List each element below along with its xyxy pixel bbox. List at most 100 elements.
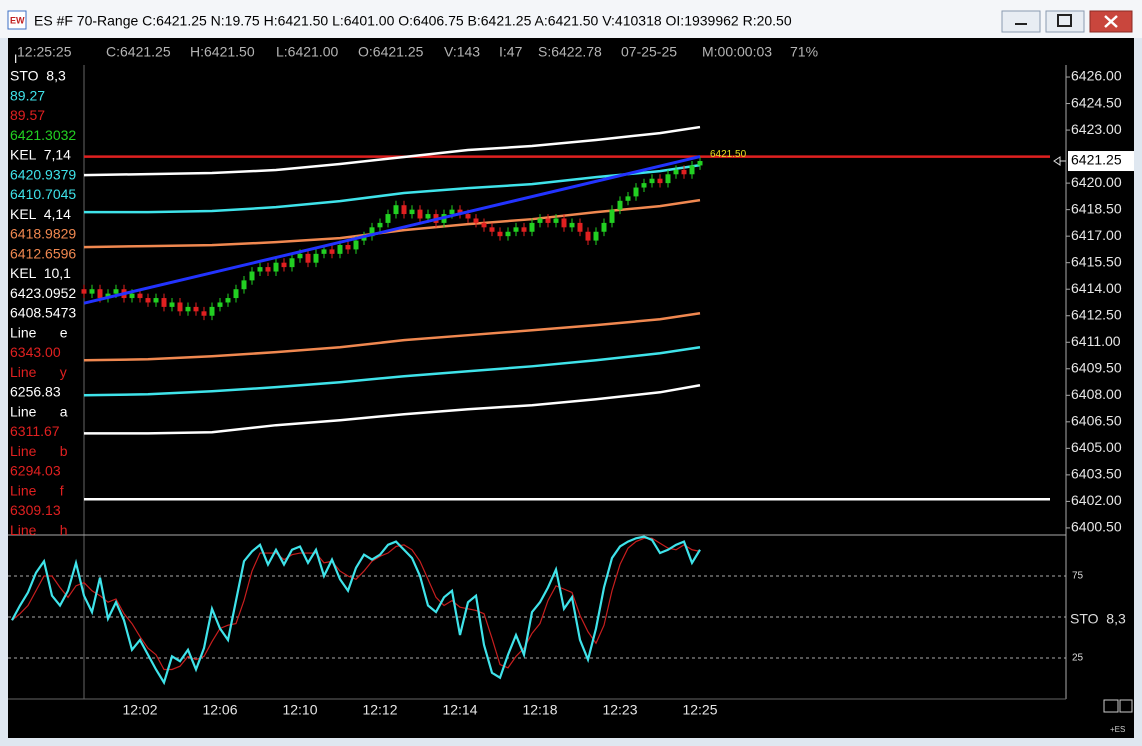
candle-body — [369, 227, 375, 237]
candle-body — [641, 183, 647, 188]
candle-body — [553, 218, 559, 223]
candle-body — [185, 306, 191, 312]
x-tick-label: 12:12 — [362, 702, 397, 718]
indicator-label: 89.27 — [10, 87, 45, 103]
candle-body — [105, 293, 111, 299]
x-tick-label: 12:14 — [442, 702, 477, 718]
candle-body — [569, 222, 575, 228]
candle-body — [297, 253, 303, 259]
indicator-panel: STO 8,3 89.27 89.57 6421.3032 KEL 7,14 6420.9… — [10, 68, 76, 535]
horizontal-line-label: 6421.50 — [710, 149, 747, 160]
indicator-label: Line a — [10, 403, 68, 419]
indicator-label: Line f — [10, 482, 64, 498]
y-tick-label: 75 — [1072, 571, 1084, 582]
candle-body — [241, 280, 247, 290]
x-tick-label: 12:25 — [682, 702, 717, 718]
candle-body — [409, 209, 415, 215]
indicator-label: Line y — [10, 364, 67, 380]
candle-body — [449, 209, 455, 215]
candle-body — [217, 302, 223, 307]
candle-body — [137, 293, 143, 299]
title-bar — [0, 0, 1142, 38]
stochastic-line — [11, 535, 701, 686]
y-tick-label: 6402.00 — [1071, 492, 1122, 508]
candle-body — [689, 165, 695, 175]
candle-body — [305, 253, 311, 263]
info-field: M:00:00:03 — [702, 44, 772, 60]
x-tick-label: 12:18 — [522, 702, 557, 718]
candle-body — [577, 222, 583, 232]
candle-body — [505, 231, 511, 237]
y-tick-label: 6408.00 — [1071, 386, 1122, 402]
keltner-band — [84, 383, 701, 435]
maximize-button[interactable] — [1045, 10, 1085, 33]
candle-body — [537, 218, 543, 223]
candle-body — [273, 262, 279, 272]
candle-body — [113, 289, 119, 294]
keltner-band — [83, 312, 701, 362]
info-field: 71% — [790, 44, 818, 60]
last-price-box — [1068, 151, 1134, 172]
scroll-box[interactable] — [1119, 699, 1133, 713]
candle-body — [281, 262, 287, 268]
indicator-label: Line e — [10, 324, 68, 340]
candle-body — [657, 178, 663, 184]
last-price-label: 6421.25 — [1071, 152, 1122, 168]
info-field: O:6421.25 — [358, 44, 424, 60]
close-icon — [1104, 15, 1118, 28]
indicator-label: 6311.67 — [10, 423, 60, 439]
info-field: H:6421.50 — [190, 44, 255, 60]
info-field: C:6421.25 — [106, 44, 171, 60]
indicator-label: STO 8,3 — [10, 68, 66, 84]
app-icon — [7, 10, 27, 30]
chart-background — [8, 38, 1134, 738]
info-field: L:6421.00 — [276, 44, 338, 60]
candle-body — [593, 231, 599, 241]
indicator-label: 6423.0952 — [10, 285, 76, 301]
candle-body — [585, 231, 591, 241]
y-tick-label: 6412.50 — [1071, 306, 1122, 322]
keltner-band — [83, 198, 701, 249]
scroll-box[interactable] — [1103, 699, 1119, 713]
candle-body — [601, 222, 607, 232]
indicator-label: 6418.9829 — [10, 226, 76, 242]
y-tick-label: 6417.00 — [1071, 227, 1122, 243]
candle-body — [425, 214, 431, 219]
x-tick-label: 12:10 — [282, 702, 317, 718]
app-icon-text: EW — [10, 15, 25, 25]
info-field: S:6422.78 — [538, 44, 602, 60]
candle-body — [473, 218, 479, 223]
info-field: 12:25:25 — [17, 44, 72, 60]
indicator-label: 6410.7045 — [10, 186, 76, 202]
candle-body — [513, 227, 519, 232]
candle-body — [497, 231, 503, 237]
candle-body — [673, 169, 679, 175]
candle-body — [377, 222, 383, 228]
minimize-button[interactable] — [1001, 10, 1041, 33]
candle-body — [209, 306, 215, 316]
candle-body — [233, 289, 239, 299]
candle-body — [529, 222, 535, 232]
candle-body — [417, 209, 423, 219]
info-field: V:143 — [444, 44, 480, 60]
candle-body — [545, 218, 551, 223]
candle-body — [97, 289, 103, 299]
candle-body — [257, 267, 263, 272]
candle-body — [321, 249, 327, 254]
candle-body — [153, 298, 159, 303]
y-tick-label: 6415.50 — [1071, 253, 1122, 269]
indicator-label: 89.57 — [10, 107, 45, 123]
candle-body — [145, 298, 151, 303]
indicator-axis-label: STO 8,3 — [1070, 611, 1126, 627]
y-tick-label: 6414.00 — [1071, 280, 1122, 296]
indicator-label: 6412.6596 — [10, 245, 76, 261]
candle-body — [345, 245, 351, 250]
candle-body — [625, 196, 631, 201]
indicator-label: 6420.9379 — [10, 166, 76, 182]
candle-body — [393, 205, 399, 215]
candle-body — [177, 302, 183, 312]
candle-body — [609, 209, 615, 223]
indicator-label: KEL 10,1 — [10, 265, 71, 281]
keltner-band — [83, 345, 701, 397]
